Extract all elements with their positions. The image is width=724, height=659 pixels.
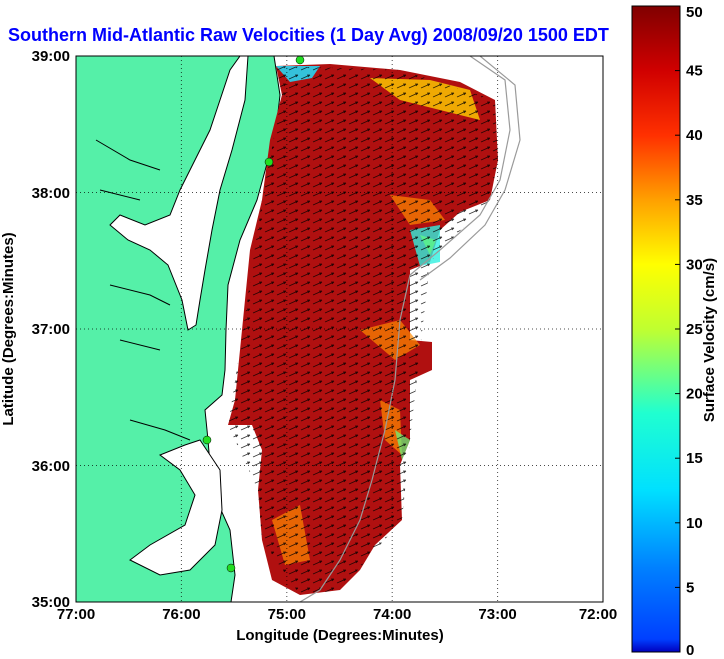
x-tick-label: 75:00 [268,606,306,623]
colorbar-tick-label: 40 [686,127,703,144]
x-axis: 77:00 76:00 75:00 74:00 73:00 72:00 Long… [57,606,617,644]
colorbar-ticks: 0 5 10 15 20 25 30 35 40 45 50 [675,4,703,659]
colorbar-tick-label: 5 [686,579,694,596]
chesapeake-bay [109,56,249,331]
colorbar-gradient [631,5,681,653]
station-marker [226,563,236,573]
x-tick-label: 76:00 [162,606,200,623]
colorbar-tick-label: 10 [686,515,703,532]
x-axis-label: Longitude (Degrees:Minutes) [236,627,444,644]
station-marker [295,56,305,65]
colorbar-tick-label: 15 [686,450,703,467]
colorbar-tick-label: 45 [686,63,703,80]
bathymetry-contour [299,56,511,602]
y-tick-label: 36:00 [32,458,70,475]
y-tick-label: 39:00 [32,48,70,65]
chart-title: Southern Mid-Atlantic Raw Velocities (1 … [8,25,609,45]
colorbar-label: Surface Velocity (cm/s) [701,258,718,422]
colorbar-tick-label: 35 [686,192,703,209]
x-tick-label: 77:00 [57,606,95,623]
plot-frame [75,55,604,603]
y-tick-label: 38:00 [32,185,70,202]
x-tick-label: 73:00 [478,606,516,623]
station-marker [264,157,274,167]
colorbar-tick-label: 20 [686,386,703,403]
colorbar-tick-label: 50 [686,4,703,21]
y-axis-label: Latitude (Degrees:Minutes) [0,232,17,425]
x-tick-label: 72:00 [579,606,617,623]
y-tick-label: 35:00 [32,594,70,611]
colorbar-tick-label: 0 [686,642,694,659]
bathymetry-contour-outer [419,56,521,281]
pamlico-sound [129,439,223,576]
station-marker [202,435,212,445]
colorbar-tick-label: 25 [686,321,703,338]
grid [76,56,603,602]
radar-stations [202,56,305,573]
y-tick-label: 37:00 [32,321,70,338]
plot-area [75,55,604,603]
x-tick-label: 74:00 [373,606,411,623]
y-axis: 39:00 38:00 37:00 36:00 35:00 Latitude (… [0,48,70,611]
rivers [95,139,191,441]
velocity-arrows [228,66,498,595]
colorbar: 0 5 10 15 20 25 30 35 40 45 50 Surface Velocity (c… [631,4,718,659]
colorbar-tick-label: 30 [686,256,703,273]
